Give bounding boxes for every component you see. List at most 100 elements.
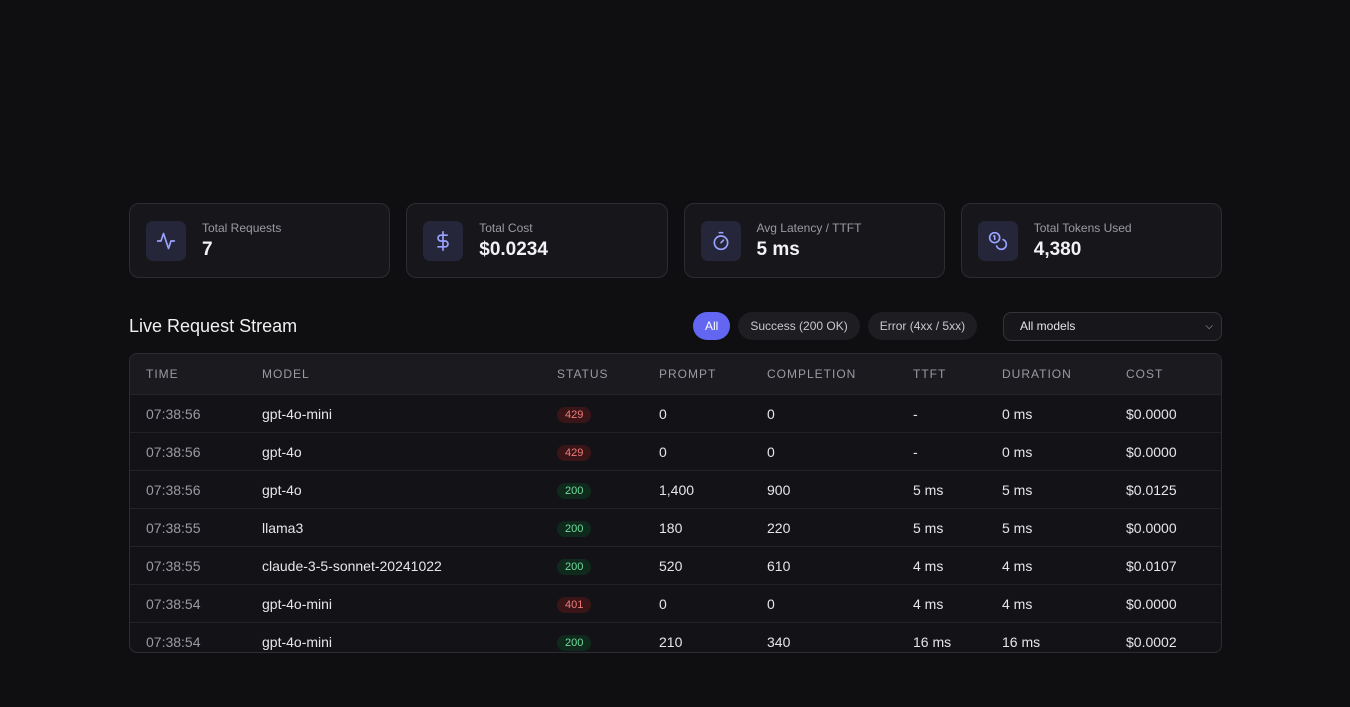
cell-completion: 0	[767, 584, 913, 623]
stopwatch-icon	[700, 220, 741, 261]
cell-prompt: 0	[659, 584, 767, 623]
table-header-row: TIME MODEL STATUS PROMPT COMPLETION TTFT…	[130, 354, 1221, 395]
status-badge: 429	[557, 406, 592, 423]
status-badge: 401	[557, 596, 592, 613]
model-select[interactable]: All models ⌵	[1003, 312, 1222, 341]
filter-success[interactable]: Success (200 OK)	[738, 312, 860, 340]
stat-value: 4,380	[1033, 238, 1082, 260]
stat-label: Total Tokens Used	[1033, 220, 1132, 235]
cell-cost: $0.0125	[1126, 470, 1221, 509]
cell-prompt: 180	[659, 508, 767, 547]
cell-time: 07:38:55	[130, 546, 262, 585]
stat-label: Total Cost	[479, 220, 533, 235]
table-row[interactable]: 07:38:56 gpt-4o 429 0 0-0 ms $0.0000	[130, 432, 1221, 471]
request-table: TIME MODEL STATUS PROMPT COMPLETION TTFT…	[129, 353, 1222, 653]
col-completion: COMPLETION	[767, 354, 913, 395]
chevron-down-icon: ⌵	[1205, 321, 1213, 332]
stat-value: 7	[202, 238, 213, 260]
cell-ttft: -	[913, 394, 1002, 433]
cell-status: 401	[557, 584, 659, 623]
cell-prompt: 0	[659, 394, 767, 433]
col-ttft: TTFT	[913, 354, 1002, 395]
table-body: 07:38:56 gpt-4o-mini 429 0 0-0 ms $0.0000 07:3…	[130, 394, 1221, 652]
cell-completion: 340	[767, 622, 913, 652]
cell-duration: 0 ms	[1002, 394, 1126, 433]
filter-all[interactable]: All	[693, 312, 731, 340]
cell-ttft: 4 ms	[913, 584, 1002, 623]
cell-ttft: -	[913, 432, 1002, 471]
cell-completion: 610	[767, 546, 913, 585]
cell-model: llama3	[262, 508, 557, 547]
col-model: MODEL	[262, 354, 557, 395]
cell-time: 07:38:56	[130, 470, 262, 509]
cell-cost: $0.0000	[1126, 508, 1221, 547]
table-row[interactable]: 07:38:54 gpt-4o-mini 401 0 0 4 ms 4 ms $0.0000	[130, 584, 1221, 623]
activity-icon	[146, 220, 186, 261]
coins-icon	[977, 220, 1018, 261]
cell-time: 07:38:56	[130, 432, 262, 471]
cell-completion: 0	[767, 432, 913, 471]
cell-ttft: 5 ms	[913, 508, 1002, 547]
cell-model: gpt-4o	[262, 470, 557, 509]
cell-time: 07:38:54	[130, 584, 262, 623]
cell-status: 429	[557, 394, 659, 433]
col-cost: COST	[1126, 354, 1221, 395]
cell-model: claude-3-5-sonnet-20241022	[262, 546, 557, 585]
cell-status: 429	[557, 432, 659, 471]
col-status: STATUS	[557, 354, 659, 395]
stats-row: Total Requests 7 Total Cost $0.0234 Avg …	[129, 203, 1222, 278]
cell-completion: 900	[767, 470, 913, 509]
cell-duration: 5 ms	[1002, 508, 1126, 547]
stat-value: $0.0234	[479, 238, 548, 260]
cell-time: 07:38:56	[130, 394, 262, 433]
cell-prompt: 0	[659, 432, 767, 471]
stat-card-total-requests: Total Requests 7	[129, 203, 391, 278]
stat-value: 5 ms	[756, 238, 800, 260]
cell-model: gpt-4o-mini	[262, 394, 557, 433]
section-title: Live Request Stream	[129, 316, 298, 336]
cell-status: 200	[557, 622, 659, 652]
status-badge: 429	[557, 444, 592, 461]
cell-duration: 5 ms	[1002, 470, 1126, 509]
cell-prompt: 210	[659, 622, 767, 652]
col-time: TIME	[130, 354, 262, 395]
col-prompt: PROMPT	[659, 354, 767, 395]
stat-card-total-tokens: Total Tokens Used 4,380	[960, 203, 1222, 278]
cell-model: gpt-4o-mini	[262, 622, 557, 652]
cell-prompt: 520	[659, 546, 767, 585]
table-row[interactable]: 07:38:55 claude-3-5-sonnet-20241022 200 520…	[130, 546, 1221, 585]
cell-model: gpt-4o	[262, 432, 557, 471]
model-select-value: All models	[1020, 319, 1076, 333]
cell-cost: $0.0000	[1126, 394, 1221, 433]
table-row[interactable]: 07:38:56 gpt-4o-mini 429 0 0-0 ms $0.0000	[130, 394, 1221, 433]
cell-cost: $0.0000	[1126, 432, 1221, 471]
dollar-icon	[423, 220, 464, 261]
stat-label: Total Requests	[202, 220, 282, 235]
cell-prompt: 1,400	[659, 470, 767, 509]
status-badge: 200	[557, 482, 592, 499]
cell-completion: 0	[767, 394, 913, 433]
table-row[interactable]: 07:38:56 gpt-4o 200 1,400 900 5 ms 5 ms $0.0125	[130, 470, 1221, 509]
cell-ttft: 5 ms	[913, 470, 1002, 509]
cell-duration: 4 ms	[1002, 546, 1126, 585]
cell-duration: 0 ms	[1002, 432, 1126, 471]
cell-completion: 220	[767, 508, 913, 547]
filter-group: All Success (200 OK) Error (4xx / 5xx)	[693, 312, 978, 340]
table-row[interactable]: 07:38:55 llama3 200 180 220 5 ms 5 ms $0.0000	[130, 508, 1221, 547]
cell-time: 07:38:55	[130, 508, 262, 547]
status-badge: 200	[557, 520, 592, 537]
cell-duration: 16 ms	[1002, 622, 1126, 652]
cell-status: 200	[557, 546, 659, 585]
status-badge: 200	[557, 634, 592, 651]
cell-ttft: 4 ms	[913, 546, 1002, 585]
cell-cost: $0.0002	[1126, 622, 1221, 652]
table-row[interactable]: 07:38:54 gpt-4o-mini 200 210 340 16 ms 16 ms $0…	[130, 622, 1221, 652]
cell-cost: $0.0000	[1126, 584, 1221, 623]
cell-duration: 4 ms	[1002, 584, 1126, 623]
status-badge: 200	[557, 558, 592, 575]
stat-label: Avg Latency / TTFT	[756, 220, 862, 235]
stat-card-avg-latency: Avg Latency / TTFT 5 ms	[683, 203, 945, 278]
cell-status: 200	[557, 470, 659, 509]
cell-model: gpt-4o-mini	[262, 584, 557, 623]
filter-error[interactable]: Error (4xx / 5xx)	[867, 312, 978, 340]
